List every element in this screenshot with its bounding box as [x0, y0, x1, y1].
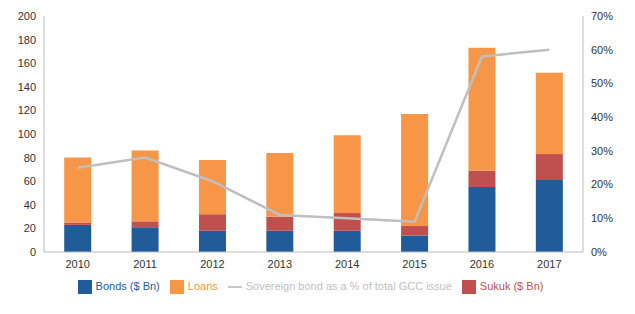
svg-text:0%: 0%: [591, 246, 607, 258]
svg-text:200: 200: [18, 10, 36, 22]
html-text:Sukuk ($ Bn): Sukuk ($ Bn): [479, 280, 544, 292]
html-text:Bonds ($ Bn): Bonds ($ Bn): [95, 280, 160, 292]
svg-text:2012: 2012: [200, 258, 224, 270]
svg-text:60%: 60%: [591, 44, 613, 56]
svg-text:20: 20: [24, 222, 36, 234]
svg-text:40%: 40%: [591, 111, 613, 123]
svg-text:70%: 70%: [591, 10, 613, 22]
svg-text:20%: 20%: [591, 178, 613, 190]
svg-text:2016: 2016: [470, 258, 494, 270]
html-text:Sovereign bond as a % of total: Sovereign bond as a % of total GCC issue: [245, 280, 452, 292]
svg-text:2014: 2014: [335, 258, 359, 270]
svg-text:0: 0: [30, 246, 36, 258]
svg-text:2011: 2011: [133, 258, 157, 270]
svg-text:100: 100: [18, 128, 36, 140]
svg-text:120: 120: [18, 104, 36, 116]
svg-text:60: 60: [24, 175, 36, 187]
svg-text:30%: 30%: [591, 145, 613, 157]
svg-text:2017: 2017: [537, 258, 561, 270]
svg-text:80: 80: [24, 152, 36, 164]
html-text:Loans: Loans: [187, 280, 218, 292]
svg-text:50%: 50%: [591, 77, 613, 89]
svg-text:2015: 2015: [402, 258, 426, 270]
svg-text:2010: 2010: [65, 258, 89, 270]
svg-text:180: 180: [18, 34, 36, 46]
svg-text:40: 40: [24, 199, 36, 211]
svg-text:2013: 2013: [268, 258, 292, 270]
svg-text:10%: 10%: [591, 212, 613, 224]
svg-text:140: 140: [18, 81, 36, 93]
svg-text:160: 160: [18, 57, 36, 69]
